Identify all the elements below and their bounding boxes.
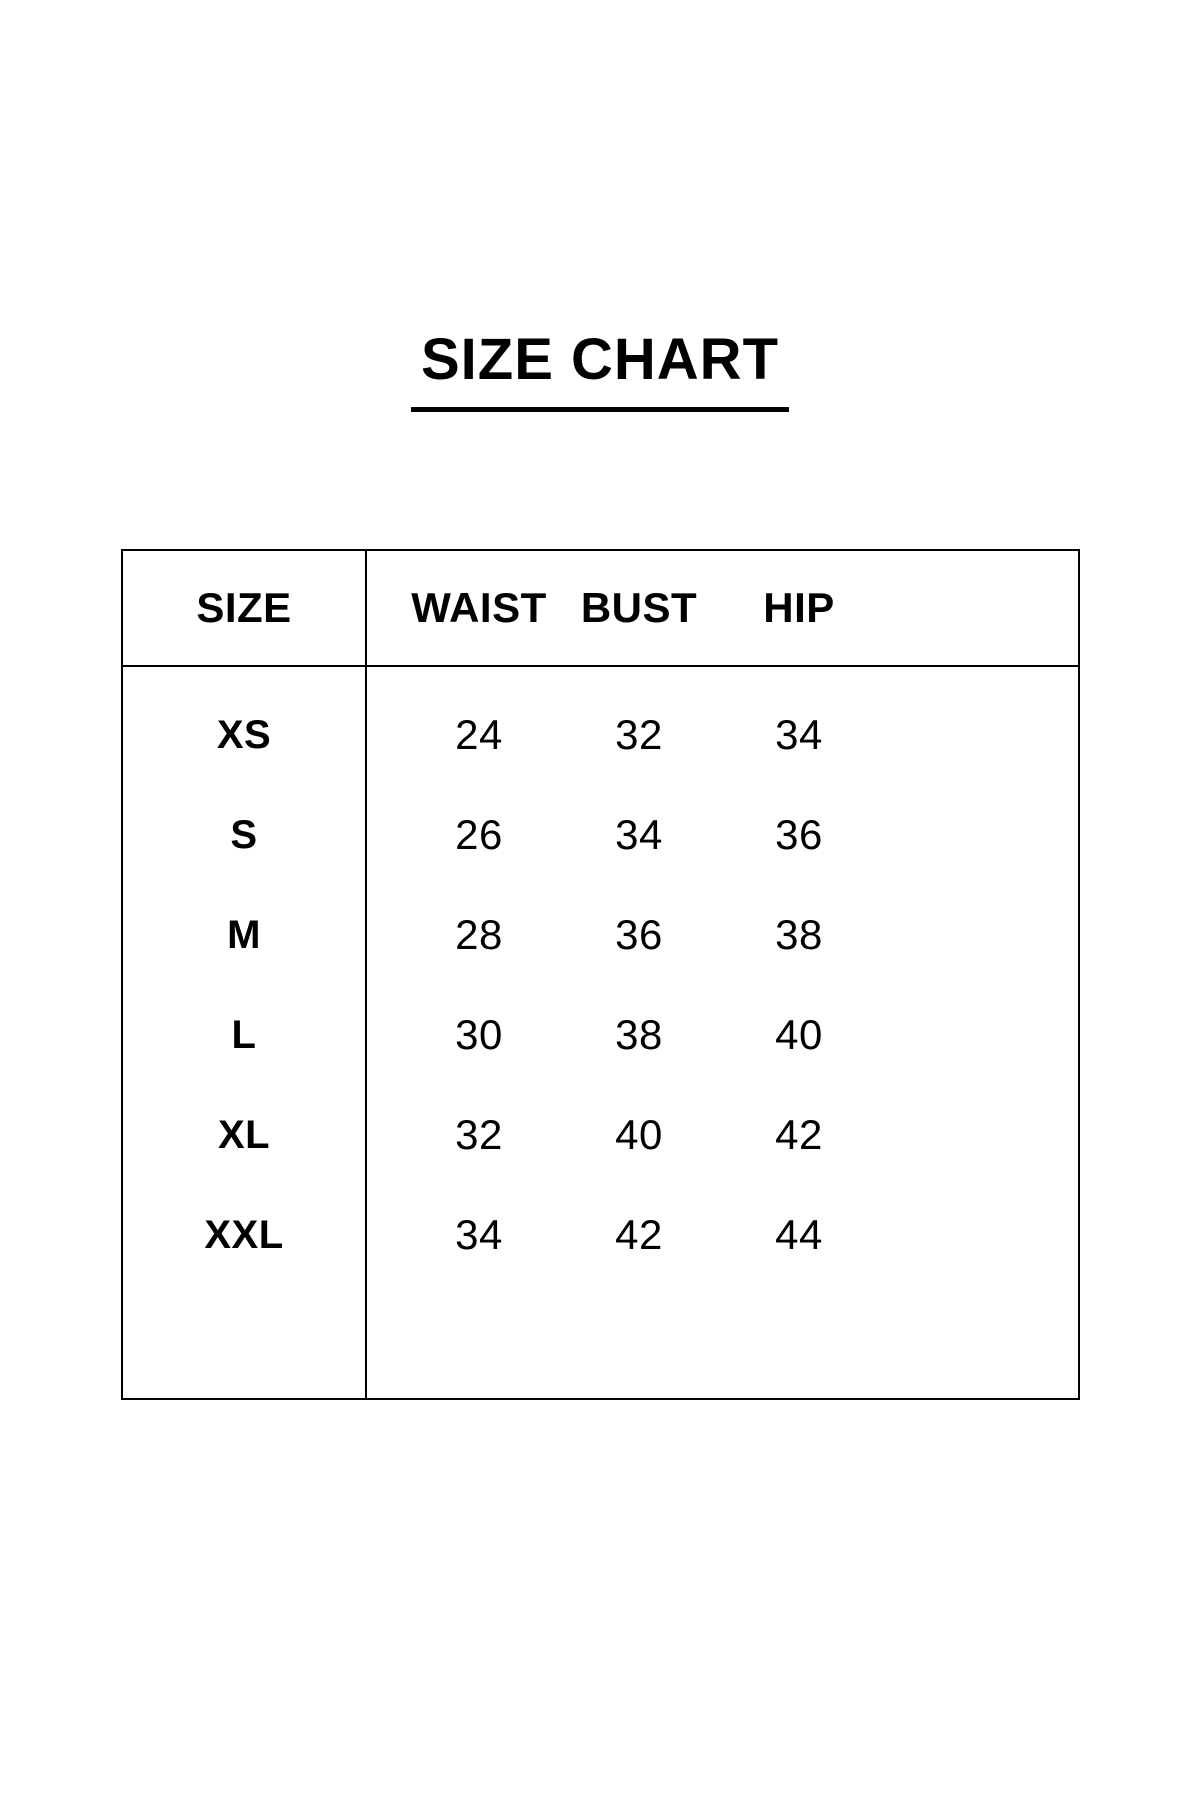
value-bust: 38 xyxy=(615,1011,663,1058)
table-row: L 30 38 40 xyxy=(123,985,1078,1085)
value-bust: 34 xyxy=(615,811,663,858)
value-bust: 36 xyxy=(615,911,663,958)
cell-hip: 40 xyxy=(719,985,879,1085)
table-row: S 26 34 36 xyxy=(123,785,1078,885)
header-cell-size: SIZE xyxy=(123,551,365,665)
table-row: XXL 34 42 44 xyxy=(123,1185,1078,1285)
table-row: XL 32 40 42 xyxy=(123,1085,1078,1185)
value-hip: 44 xyxy=(775,1211,823,1258)
cell-waist: 34 xyxy=(399,1185,559,1285)
value-waist: 30 xyxy=(455,1011,503,1058)
value-size: XL xyxy=(217,1112,271,1157)
header-bottom-rule xyxy=(123,665,1078,667)
value-size: XXL xyxy=(204,1212,284,1257)
value-bust: 40 xyxy=(615,1111,663,1158)
cell-waist: 26 xyxy=(399,785,559,885)
header-label-hip: HIP xyxy=(763,584,835,631)
cell-bust: 34 xyxy=(559,785,719,885)
value-waist: 34 xyxy=(455,1211,503,1258)
value-hip: 42 xyxy=(775,1111,823,1158)
cell-waist: 30 xyxy=(399,985,559,1085)
cell-hip: 42 xyxy=(719,1085,879,1185)
cell-waist: 32 xyxy=(399,1085,559,1185)
table-row: XS 24 32 34 xyxy=(123,685,1078,785)
title-underline-rule xyxy=(411,406,789,412)
cell-size: L xyxy=(123,985,365,1085)
header-label-bust: BUST xyxy=(580,584,698,631)
cell-bust: 36 xyxy=(559,885,719,985)
value-waist: 24 xyxy=(455,711,503,758)
cell-hip: 34 xyxy=(719,685,879,785)
cell-size: XS xyxy=(123,685,365,785)
cell-bust: 42 xyxy=(559,1185,719,1285)
value-hip: 40 xyxy=(775,1011,823,1058)
value-hip: 34 xyxy=(775,711,823,758)
table-body: SIZE WAIST BUST HIP XS 24 xyxy=(123,551,1078,1398)
value-bust: 42 xyxy=(615,1211,663,1258)
cell-size: XXL xyxy=(123,1185,365,1285)
size-column-divider xyxy=(365,551,367,1398)
cell-bust: 40 xyxy=(559,1085,719,1185)
value-waist: 28 xyxy=(455,911,503,958)
header-cell-hip: HIP xyxy=(719,551,879,665)
cell-waist: 28 xyxy=(399,885,559,985)
value-hip: 38 xyxy=(775,911,823,958)
size-chart-table: SIZE WAIST BUST HIP XS 24 xyxy=(121,549,1080,1400)
page-title: SIZE CHART xyxy=(421,327,779,392)
value-size: M xyxy=(227,912,261,957)
value-waist: 32 xyxy=(455,1111,503,1158)
cell-size: S xyxy=(123,785,365,885)
page-title-block: SIZE CHART xyxy=(0,327,1200,412)
cell-size: M xyxy=(123,885,365,985)
value-size: XS xyxy=(216,712,272,757)
value-waist: 26 xyxy=(455,811,503,858)
header-cell-bust: BUST xyxy=(559,551,719,665)
header-label-waist: WAIST xyxy=(411,584,547,631)
cell-hip: 36 xyxy=(719,785,879,885)
value-size: S xyxy=(230,812,258,857)
value-bust: 32 xyxy=(615,711,663,758)
cell-hip: 44 xyxy=(719,1185,879,1285)
header-cell-waist: WAIST xyxy=(399,551,559,665)
cell-bust: 32 xyxy=(559,685,719,785)
table-row: M 28 36 38 xyxy=(123,885,1078,985)
value-size: L xyxy=(231,1012,257,1057)
value-hip: 36 xyxy=(775,811,823,858)
table-header-row: SIZE WAIST BUST HIP xyxy=(123,551,1078,665)
header-label-size: SIZE xyxy=(196,584,292,631)
cell-waist: 24 xyxy=(399,685,559,785)
cell-bust: 38 xyxy=(559,985,719,1085)
cell-size: XL xyxy=(123,1085,365,1185)
cell-hip: 38 xyxy=(719,885,879,985)
